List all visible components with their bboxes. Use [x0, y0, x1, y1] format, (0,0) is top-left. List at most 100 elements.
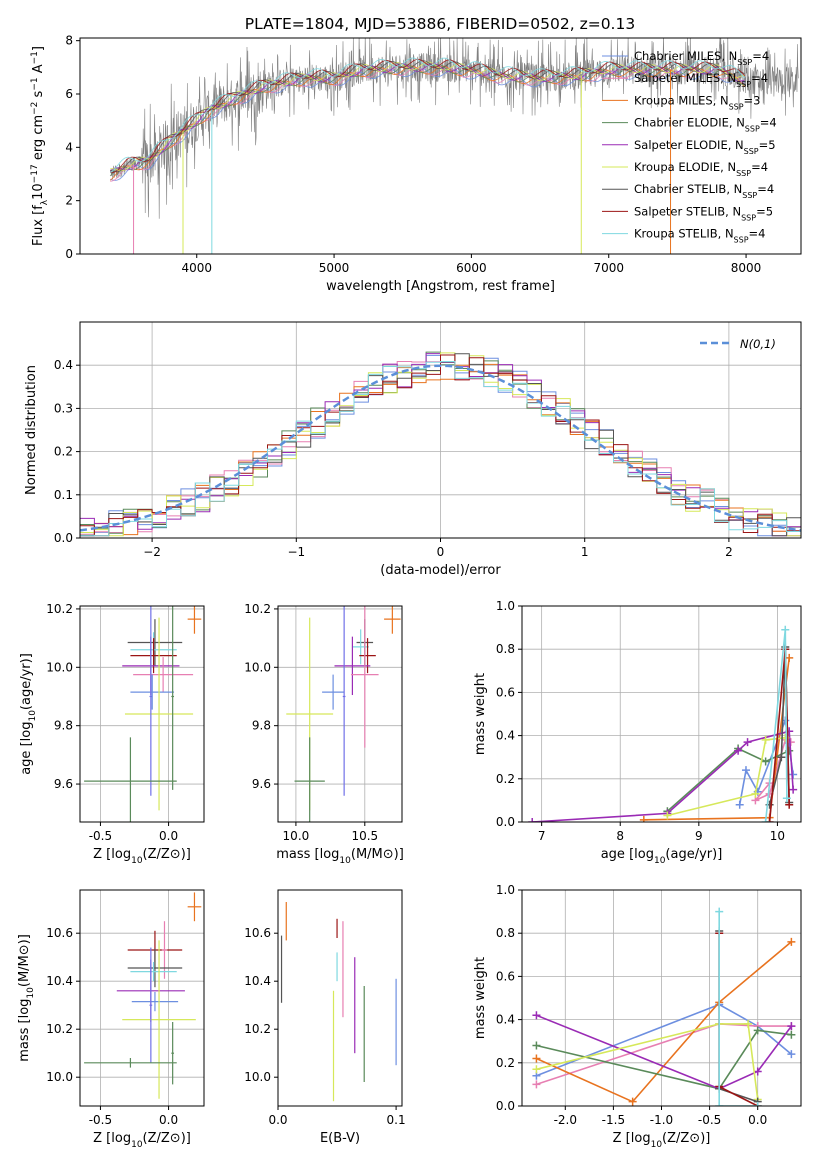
y-tick-label: 0.0 [496, 1099, 515, 1113]
x-axis-label: Z [log10(Z/Z⊙)] [613, 1131, 711, 1150]
figure-title: PLATE=1804, MJD=53886, FIBERID=0502, z=0… [245, 15, 635, 33]
ticks: 10.0 10.5 9.6 9.8 10.0 10.2 [244, 602, 378, 843]
weight-marker [761, 757, 770, 766]
weight-marker [628, 1097, 637, 1106]
weight-line [666, 747, 790, 812]
x-axis-label: wavelength [Angstrom, rest frame] [326, 279, 555, 294]
y-tick-label: 0.4 [54, 358, 73, 372]
y-tick-label: 9.6 [252, 777, 271, 791]
residual-histogram-step [80, 361, 801, 537]
weight-line [536, 941, 792, 1103]
model-spectrum-line [109, 57, 746, 173]
weight-line [536, 1014, 793, 1090]
plot-area [280, 902, 397, 1102]
normal-curve [80, 364, 801, 532]
weight-marker [639, 815, 648, 822]
weight-marker [715, 907, 724, 916]
weight-marker [751, 789, 760, 798]
ticks: -0.5 0.0 10.0 10.2 10.4 10.6 [46, 926, 178, 1127]
model-spectrum-line [110, 58, 746, 174]
y-tick-label: 0.1 [54, 488, 73, 502]
y-tick-label: 10.6 [46, 926, 73, 940]
x-tick-label: 10.5 [351, 829, 378, 843]
weight-marker [753, 1026, 762, 1035]
weight-marker [741, 766, 750, 775]
weight-marker [789, 785, 798, 794]
weight-marker [734, 746, 743, 755]
plot-area [84, 606, 202, 822]
x-tick-label: 0.0 [159, 829, 178, 843]
y-tick-label: 0.8 [496, 926, 515, 940]
weight-vs-age-panel: 7 8 9 10 0.0 0.2 0.4 0.6 0.8 1.0 age [log10(age/yr… [473, 599, 802, 866]
weight-marker [663, 811, 672, 820]
weight-marker [532, 1080, 541, 1089]
weight-marker [787, 1030, 796, 1039]
y-tick-label: 10.0 [244, 660, 271, 674]
legend-label: Salpeter STELIB, NSSP=5 [634, 204, 773, 222]
legend-label: Chabrier STELIB, NSSP=4 [634, 182, 774, 200]
x-tick-label: 2 [725, 545, 733, 559]
age-vs-metallicity-panel: -0.5 0.0 9.6 9.8 10.0 10.2 Z [log10(Z/Z⊙)] age … [19, 602, 205, 866]
y-tick-label: 10.0 [46, 1070, 73, 1084]
weight-marker [781, 625, 790, 634]
mass-vs-ebv-panel: 0.0 0.1 10.0 10.2 10.4 10.6 E(B-V) [244, 889, 406, 1146]
y-axis-label: mass [log10(M/M⊙)] [17, 934, 36, 1062]
weight-marker [532, 1041, 541, 1050]
axes-frame [79, 605, 205, 823]
weight-marker [785, 653, 794, 662]
weight-marker [782, 794, 791, 803]
plot-area [528, 625, 798, 822]
x-tick-label: 0.0 [268, 1113, 287, 1127]
plot-area [532, 907, 796, 1106]
y-tick-label: 10.2 [244, 1022, 271, 1036]
x-axis-label: Z [log10(Z/Z⊙)] [93, 847, 191, 866]
weight-marker [532, 1011, 541, 1020]
legend-label: Kroupa MILES, NSSP=3 [634, 93, 761, 111]
y-tick-label: 10.4 [244, 974, 271, 988]
x-tick-label: -0.5 [698, 1113, 721, 1127]
x-tick-label: 6000 [456, 261, 487, 275]
weight-marker [787, 1050, 796, 1059]
x-tick-label: -0.5 [89, 829, 112, 843]
weight-line [536, 1003, 792, 1077]
weight-marker [753, 1102, 762, 1106]
x-tick-label: -1.0 [650, 1113, 673, 1127]
model-spectrum-line [110, 60, 745, 173]
y-tick-label: 9.6 [54, 777, 73, 791]
weight-marker [765, 818, 774, 822]
legend-label: Chabrier ELODIE, NSSP=4 [634, 116, 777, 134]
y-tick-label: 0.3 [54, 401, 73, 415]
x-tick-label: 8 [616, 829, 624, 843]
x-axis-label: Z [log10(Z/Z⊙)] [93, 1131, 191, 1150]
x-tick-label: −1 [287, 545, 305, 559]
weight-marker [715, 1102, 724, 1106]
axes-frame [277, 889, 403, 1107]
y-axis-label: mass weight [473, 673, 488, 755]
legend-label: Salpeter MILES, NSSP=4 [634, 71, 768, 89]
y-tick-label: 1.0 [496, 883, 515, 897]
y-tick-label: 0.4 [496, 1013, 515, 1027]
ticks: 0.0 0.1 10.0 10.2 10.4 10.6 [244, 926, 405, 1127]
ticks: 4000 5000 6000 7000 8000 0 2 4 6 8 [65, 34, 761, 275]
plot-area [109, 38, 799, 254]
y-tick-label: 10.2 [244, 602, 271, 616]
weight-marker [777, 753, 786, 762]
y-tick-label: 10.0 [46, 660, 73, 674]
y-tick-label: 2 [65, 194, 73, 208]
model-spectrum-line [109, 65, 745, 181]
y-tick-label: 0.2 [54, 445, 73, 459]
y-tick-label: 9.8 [252, 719, 271, 733]
weight-marker [532, 1065, 541, 1074]
x-axis-label: (data-model)/error [380, 563, 501, 578]
weight-marker [753, 1067, 762, 1076]
x-tick-label: 10 [770, 829, 785, 843]
axes-frame [79, 37, 802, 255]
y-axis-label: Flux [fλ10−17 erg cm−2 s−1 A−1] [30, 46, 50, 246]
y-tick-label: 0 [65, 247, 73, 261]
weight-marker [735, 800, 744, 809]
ticks: -0.5 0.0 9.6 9.8 10.0 10.2 [46, 602, 178, 843]
y-tick-label: 1.0 [496, 599, 515, 613]
weight-vs-metallicity-panel: -2.0 -1.5 -1.0 -0.5 0.0 0.0 0.2 0.4 0.6 0.8 1.0 Z [… [473, 883, 802, 1150]
x-tick-label: 1 [581, 545, 589, 559]
